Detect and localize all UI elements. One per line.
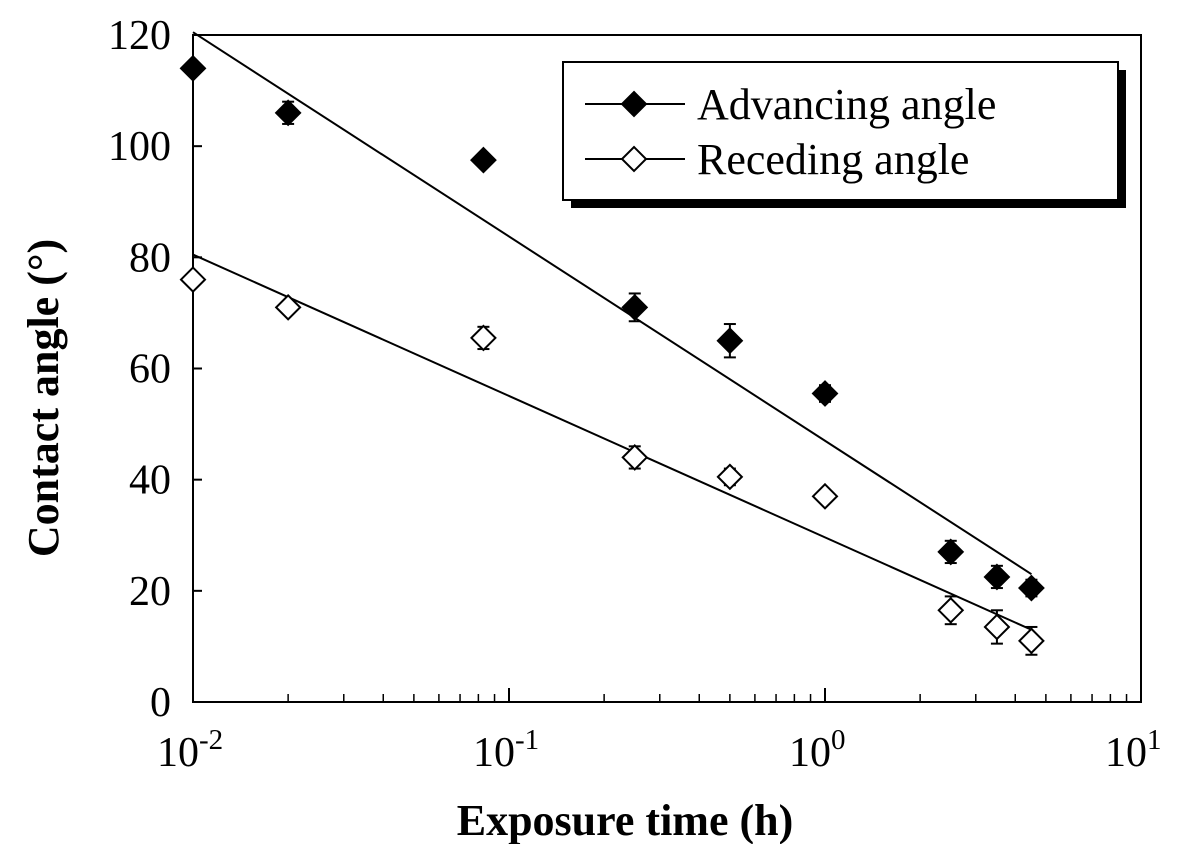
advancing-angle-marker [937, 538, 965, 566]
fit-line [192, 31, 1032, 575]
y-axis-title: Contact angle (°) [19, 239, 68, 557]
advancing-angle-marker [983, 563, 1011, 591]
x-tick-label: 100 [789, 724, 846, 776]
x-minor-ticks [287, 694, 1128, 702]
y-tick-label: 0 [150, 680, 171, 726]
y-tick-label: 120 [108, 13, 171, 59]
receding-angle-marker [179, 266, 207, 293]
y-tick-label: 80 [129, 235, 171, 281]
y-tick-label: 20 [129, 569, 171, 615]
x-tick-label: 10-1 [473, 724, 539, 776]
advancing-angle-marker [274, 99, 302, 127]
legend-box [562, 61, 1119, 201]
advancing-angle-marker [621, 293, 649, 321]
legend-label: Advancing angle [697, 80, 996, 129]
receding-angle-marker [811, 482, 839, 510]
receding-angle-marker [983, 613, 1011, 641]
legend-marker-open [620, 145, 648, 173]
y-tick-label: 40 [129, 458, 171, 504]
x-tick-label: 10-2 [157, 724, 223, 776]
receding-angle-marker [621, 444, 649, 471]
x-axis-title: Exposure time (h) [457, 796, 794, 844]
advancing-angle-marker [470, 146, 497, 174]
receding-angle-marker [937, 596, 965, 624]
x-ticks: 10-2 10-1 100 101 [157, 688, 1162, 776]
receding-angle-marker [716, 463, 744, 491]
receding-angle-marker [274, 293, 302, 321]
data-markers [179, 54, 1045, 655]
y-tick-label: 100 [108, 124, 171, 170]
legend: Advancing angle Receding angle [562, 61, 1126, 208]
legend-entries: Advancing angle Receding angle [585, 80, 996, 184]
x-tick-label: 101 [1105, 724, 1162, 776]
legend-label: Receding angle [697, 135, 969, 184]
y-tick-label: 60 [129, 347, 171, 393]
advancing-angle-marker [1018, 574, 1045, 602]
fit-lines [192, 31, 1032, 631]
receding-angle-marker [1018, 627, 1045, 655]
advancing-angle-marker [179, 54, 207, 82]
fit-line [192, 253, 1032, 631]
legend-marker-filled [620, 90, 648, 118]
advancing-angle-marker [811, 380, 839, 407]
y-ticks: 0 20 40 60 80 100 120 [108, 13, 202, 726]
advancing-angle-marker [716, 327, 744, 355]
receding-angle-marker [470, 324, 497, 352]
